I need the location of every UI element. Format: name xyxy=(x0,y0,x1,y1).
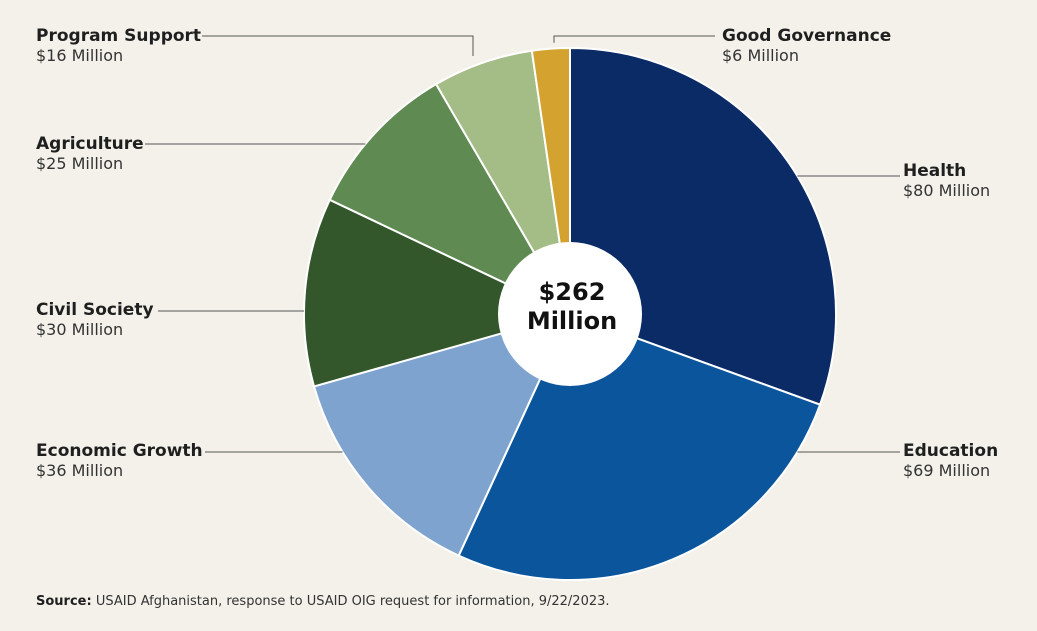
pie-slice-economic-growth xyxy=(312,312,572,557)
slice-name: Good Governance xyxy=(722,26,892,46)
slice-label-good-governance: Good Governance $6 Million xyxy=(722,26,891,66)
slice-value: $36 Million xyxy=(36,461,124,481)
slice-name: Health xyxy=(903,161,967,181)
source-text: USAID Afghanistan, response to USAID OIG… xyxy=(95,594,610,609)
slice-label-education: Education $69 Million xyxy=(903,441,998,481)
slice-name: Agriculture xyxy=(36,134,144,154)
slice-name: Education xyxy=(903,441,999,461)
source-prefix: Source: xyxy=(36,594,92,609)
slice-name: Economic Growth xyxy=(36,441,203,461)
slice-name: Program Support xyxy=(36,26,202,46)
pie-slice-civil-society xyxy=(303,198,573,388)
slice-value: $30 Million xyxy=(36,320,124,340)
center-total-label: $262 Million xyxy=(498,278,646,336)
slice-label-health: Health $80 Million xyxy=(903,161,990,201)
slice-value: $69 Million xyxy=(903,461,991,481)
slice-value: $80 Million xyxy=(903,181,991,201)
slice-label-economic-growth: Economic Growth $36 Million xyxy=(36,441,203,481)
center-hole xyxy=(498,242,642,386)
leader-line xyxy=(202,35,474,56)
slice-value: $16 Million xyxy=(36,46,124,66)
slice-value: $6 Million xyxy=(722,46,799,66)
slice-label-program-support: Program Support $16 Million xyxy=(36,26,201,66)
pie-slice-agriculture xyxy=(328,82,573,317)
slice-name: Civil Society xyxy=(36,300,154,320)
slice-label-civil-society: Civil Society $30 Million xyxy=(36,300,154,340)
center-total-amount: $262 xyxy=(538,278,606,306)
slice-label-agriculture: Agriculture $25 Million xyxy=(36,134,144,174)
slice-value: $25 Million xyxy=(36,154,124,174)
source-note: Source: USAID Afghanistan, response to U… xyxy=(36,594,610,609)
leader-line xyxy=(553,35,715,43)
center-total-unit: Million xyxy=(526,306,618,335)
